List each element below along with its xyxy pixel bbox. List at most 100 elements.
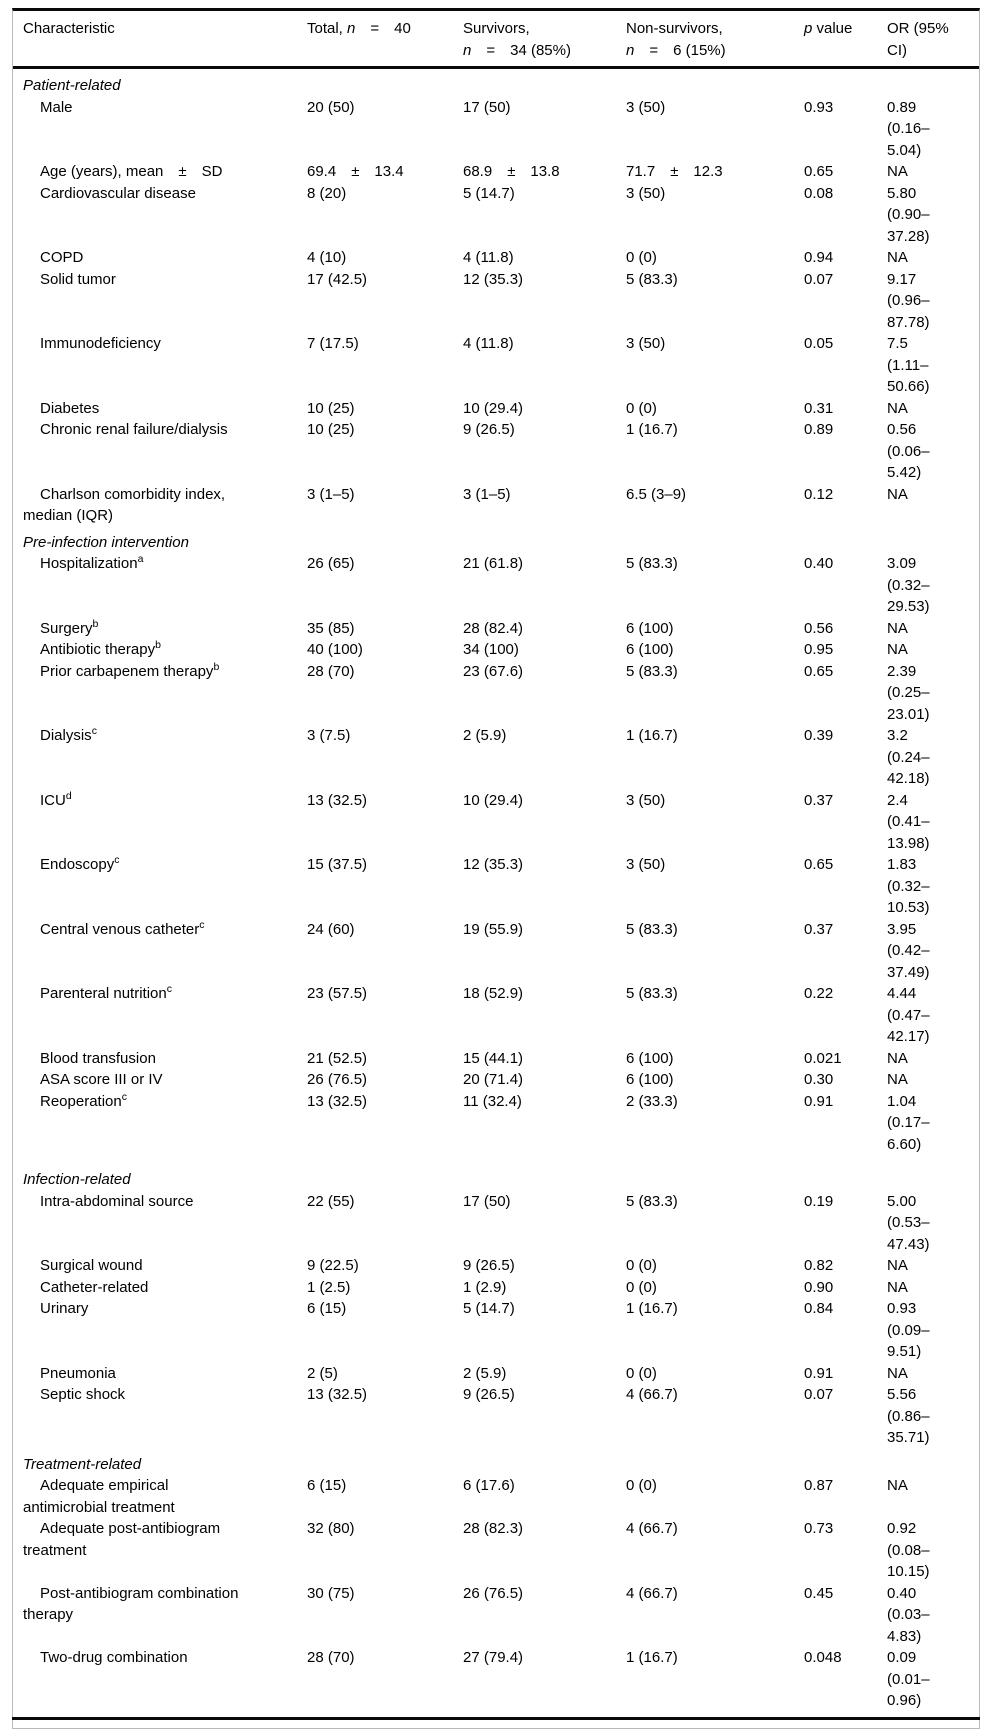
or-cell: 7.5 (1.11– 50.66)	[887, 335, 930, 395]
table-row: Immunodeficiency 7 (17.5) 4 (11.8) 3 (50…	[13, 333, 979, 398]
survivors-cell: 11 (32.4)	[463, 1092, 522, 1110]
total-cell: 6 (15)	[307, 1300, 347, 1317]
table-row: Dialysisc 3 (7.5) 2 (5.9) 1 (16.7) 0.39 …	[13, 725, 979, 790]
pvalue-cell: 0.65	[804, 856, 834, 873]
characteristic-cell: COPD	[40, 249, 84, 266]
pvalue-cell: 0.94	[804, 249, 834, 266]
or-cell: 9.17 (0.96– 87.78)	[887, 270, 930, 331]
pvalue-cell: 0.12	[804, 485, 834, 503]
pvalue-cell: 0.73	[804, 1520, 834, 1537]
pvalue-cell: 0.84	[804, 1300, 834, 1317]
or-cell: 3.95 (0.42– 37.49)	[887, 920, 930, 981]
nonsurvivors-title: Non-survivors,	[626, 20, 723, 37]
or-cell: 5.00 (0.53– 47.43)	[887, 1192, 930, 1253]
table-row: Two-drug combination 28 (70) 27 (79.4) 1…	[13, 1647, 979, 1712]
total-cell: 40 (100)	[307, 641, 363, 658]
table-row: Central venous catheterc 24 (60) 19 (55.…	[13, 919, 979, 984]
p-symbol: p	[804, 20, 813, 37]
pvalue-cell: 0.37	[804, 920, 834, 938]
survivors-cell: 2 (5.9)	[463, 727, 507, 744]
pvalue-cell: 0.65	[804, 163, 834, 180]
or-cell: 3.09 (0.32– 29.53)	[887, 555, 930, 615]
total-cell: 26 (65)	[307, 555, 355, 572]
total-cell: 69.4 ± 13.4	[307, 163, 404, 180]
nonsurvivors-cell: 1 (16.7)	[626, 421, 678, 438]
nonsurvivors-cell: 3 (50)	[626, 98, 666, 116]
table-row: Catheter-related 1 (2.5) 1 (2.9) 0 (0) 0…	[13, 1277, 979, 1299]
nonsurvivors-cell: 0 (0)	[626, 1364, 657, 1382]
survivors-cell: 15 (44.1)	[463, 1049, 524, 1067]
col-header-characteristic: Characteristic	[13, 11, 307, 69]
or-cell: NA	[887, 1477, 908, 1494]
nonsurvivors-cell: 0 (0)	[626, 1477, 657, 1494]
table-row: Solid tumor 17 (42.5) 12 (35.3) 5 (83.3)…	[13, 269, 979, 334]
section-label: Pre-infection intervention	[23, 533, 189, 551]
total-cell: 8 (20)	[307, 184, 347, 202]
nonsurvivors-cell: 3 (50)	[626, 791, 666, 809]
survivors-cell: 12 (35.3)	[463, 270, 524, 288]
or-cell: 5.56 (0.86– 35.71)	[887, 1386, 930, 1446]
table-row: Post-antibiogram combination therapy 30 …	[13, 1583, 979, 1648]
nonsurvivors-cell: 0 (0)	[626, 1278, 657, 1296]
or-cell: 2.39 (0.25– 23.01)	[887, 662, 930, 723]
table-row: Adequate post-antibiogram treatment 32 (…	[13, 1518, 979, 1583]
or-cell: 3.2 (0.24– 42.18)	[887, 727, 930, 787]
survivors-cell: 27 (79.4)	[463, 1649, 524, 1666]
total-cell: 23 (57.5)	[307, 985, 368, 1002]
table-row: Cardiovascular disease 8 (20) 5 (14.7) 3…	[13, 183, 979, 248]
nonsurvivors-cell: 6 (100)	[626, 1071, 674, 1088]
characteristic-cell: Dialysisc	[40, 725, 97, 744]
section-label: Infection-related	[23, 1171, 131, 1188]
col-header-characteristic-label: Characteristic	[23, 20, 115, 37]
n-symbol: n	[347, 20, 356, 37]
total-cell: 1 (2.5)	[307, 1278, 351, 1296]
col-header-total: Total, n = 40	[307, 11, 463, 69]
characteristic-cell: Age (years), mean ± SD	[40, 163, 223, 180]
characteristics-table: Characteristic Total, n = 40 Survivors, n…	[13, 11, 979, 1712]
survivors-cell: 9 (26.5)	[463, 421, 515, 438]
nonsurvivors-cell: 5 (83.3)	[626, 920, 678, 938]
footnote-superscript: d	[65, 789, 72, 802]
col-header-pvalue: p value	[804, 11, 887, 69]
survivors-cell: 18 (52.9)	[463, 985, 524, 1002]
or-cell: NA	[887, 485, 908, 503]
characteristic-cell: Two-drug combination	[40, 1649, 188, 1666]
or-cell: NA	[887, 249, 908, 266]
section-label: Treatment-related	[23, 1455, 142, 1473]
section-row: Infection-related	[13, 1155, 979, 1191]
section-label: Patient-related	[23, 77, 121, 94]
total-cell: 4 (10)	[307, 249, 347, 266]
total-cell: 13 (32.5)	[307, 791, 368, 809]
total-cell: 6 (15)	[307, 1477, 347, 1494]
nonsurvivors-cell: 1 (16.7)	[626, 1300, 678, 1317]
characteristic-cell: Chronic renal failure/dialysis	[40, 421, 228, 438]
pvalue-cell: 0.82	[804, 1257, 834, 1274]
table-header: Characteristic Total, n = 40 Survivors, n…	[13, 11, 979, 69]
header-row: Characteristic Total, n = 40 Survivors, n…	[13, 11, 979, 69]
survivors-cell: 5 (14.7)	[463, 184, 515, 202]
or-cell: 0.92 (0.08– 10.15)	[887, 1520, 930, 1580]
characteristic-cell: Urinary	[40, 1300, 89, 1317]
survivors-cell: 1 (2.9)	[463, 1278, 507, 1296]
total-cell: 21 (52.5)	[307, 1049, 368, 1067]
pvalue-cell: 0.91	[804, 1364, 834, 1382]
col-header-nonsurvivors: Non-survivors, n = 6 (15%)	[626, 11, 804, 69]
footnote-superscript: c	[91, 725, 97, 737]
characteristic-cell: Adequate post-antibiogram treatment	[23, 1520, 221, 1559]
characteristic-cell: Prior carbapenem therapyb	[40, 660, 220, 680]
or-cell: 1.04 (0.17– 6.60)	[887, 1092, 930, 1153]
characteristic-cell: Central venous catheterc	[40, 918, 205, 938]
characteristic-cell: Adequate empirical antimicrobial treatme…	[23, 1477, 175, 1516]
total-cell: 17 (42.5)	[307, 270, 368, 288]
table-row: Blood transfusion 21 (52.5) 15 (44.1) 6 …	[13, 1048, 979, 1070]
pvalue-cell: 0.65	[804, 662, 834, 680]
nonsurvivors-cell: 3 (50)	[626, 184, 666, 202]
survivors-cell: 21 (61.8)	[463, 555, 524, 572]
nonsurvivors-cell: 5 (83.3)	[626, 1192, 678, 1210]
or-cell: NA	[887, 619, 908, 637]
pvalue-cell: 0.90	[804, 1278, 834, 1296]
nonsurvivors-cell: 0 (0)	[626, 249, 657, 266]
characteristic-cell: Cardiovascular disease	[40, 184, 196, 202]
survivors-cell: 6 (17.6)	[463, 1477, 515, 1494]
